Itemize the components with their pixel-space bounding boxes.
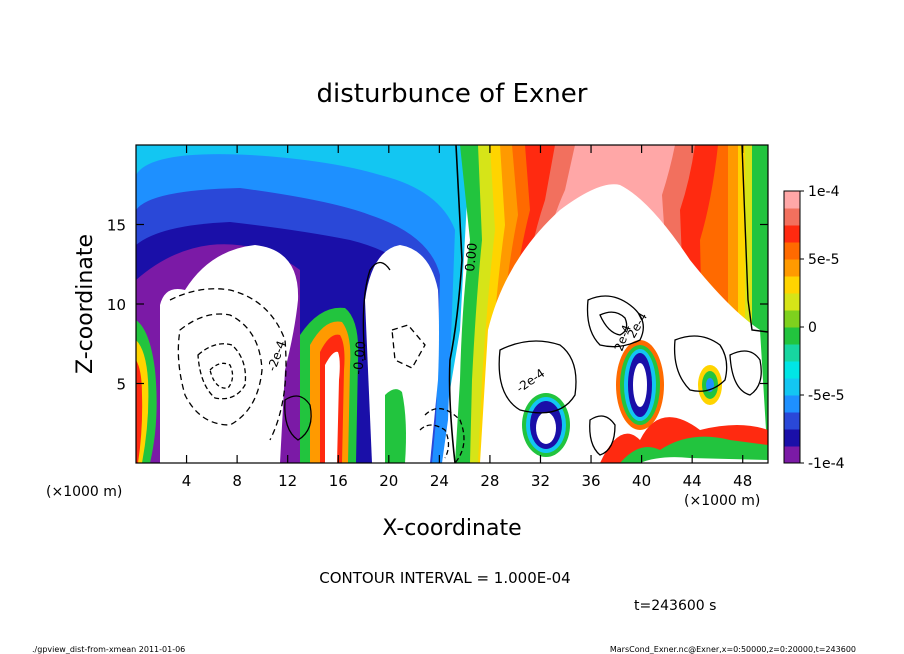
x-axis-label: X-coordinate [382,516,521,541]
positive-region [455,145,768,463]
colorbar-swatch [784,412,800,430]
colorbar-swatch [784,327,800,345]
colorbar-swatch [784,344,800,362]
colorbar-swatch [784,378,800,396]
footer-right: MarsCond_Exner.nc@Exner,x=0:50000,z=0:20… [610,645,856,654]
colorbar-tick-label: -1e-4 [808,456,845,472]
x-unit-left: (×1000 m) [46,484,122,500]
colorbar-tick-label: 5e-5 [808,252,839,268]
x-tick-label: 36 [581,472,600,490]
y-axis: 5 10 15 [107,217,768,394]
colorbar-swatch [784,293,800,311]
plot-area: 0.00 -0.00 -2e-4 -2e-4 2e-4 2e-4 [136,145,768,463]
x-tick-label: 32 [531,472,550,490]
negative-region [136,145,470,463]
time-text: t=243600 s [634,598,716,614]
colorbar-swatch [784,191,800,209]
colorbar-swatch [784,259,800,277]
x-tick-label: 44 [683,472,702,490]
x-tick-label: 4 [182,472,192,490]
contour-interval-text: CONTOUR INTERVAL = 1.000E-04 [319,569,570,587]
colorbar-swatch [784,225,800,243]
colorbar-swatch [784,242,800,260]
contour-lines [169,145,768,463]
cold-bubble-40 [616,340,664,430]
x-unit-right: (×1000 m) [684,493,760,509]
contour-label: 0.00 [463,242,481,272]
y-tick-label: 15 [107,217,126,235]
cold-bubble-32 [522,393,570,457]
y-axis-label: Z-coordinate [73,234,98,374]
colorbar-swatch [784,446,800,464]
x-tick-label: 24 [430,472,449,490]
x-tick-label: 8 [232,472,242,490]
y-tick-label: 5 [116,376,126,394]
chart-title: disturbunce of Exner [317,79,588,109]
x-tick-label: 40 [632,472,651,490]
colorbar-swatch [784,361,800,379]
x-tick-label: 20 [379,472,398,490]
x-axis: 4 8 12 16 20 24 28 32 36 40 44 48 [182,145,752,490]
colorbar-tick-label: -5e-5 [808,388,845,404]
colorbar-swatch [784,429,800,447]
footer-left: ./gpview_dist-from-xmean 2011-01-06 [32,645,185,654]
colorbar-swatch [784,276,800,294]
colorbar-tick-label: 1e-4 [808,184,840,200]
colorbar-swatch [784,310,800,328]
colorbar [783,190,801,464]
colorbar-swatch [784,208,800,226]
x-tick-label: 12 [278,472,297,490]
y-tick-label: 10 [107,296,126,314]
x-tick-label: 16 [329,472,348,490]
x-tick-label: 48 [733,472,752,490]
x-tick-label: 28 [480,472,499,490]
colorbar-swatch [784,395,800,413]
contour-label: -0.00 [351,340,369,375]
cold-bubble-45 [698,365,722,405]
colorbar-tick-label: 0 [808,320,817,336]
colorbar-ticks: 1e-4 5e-5 0 -5e-5 -1e-4 [800,184,845,472]
